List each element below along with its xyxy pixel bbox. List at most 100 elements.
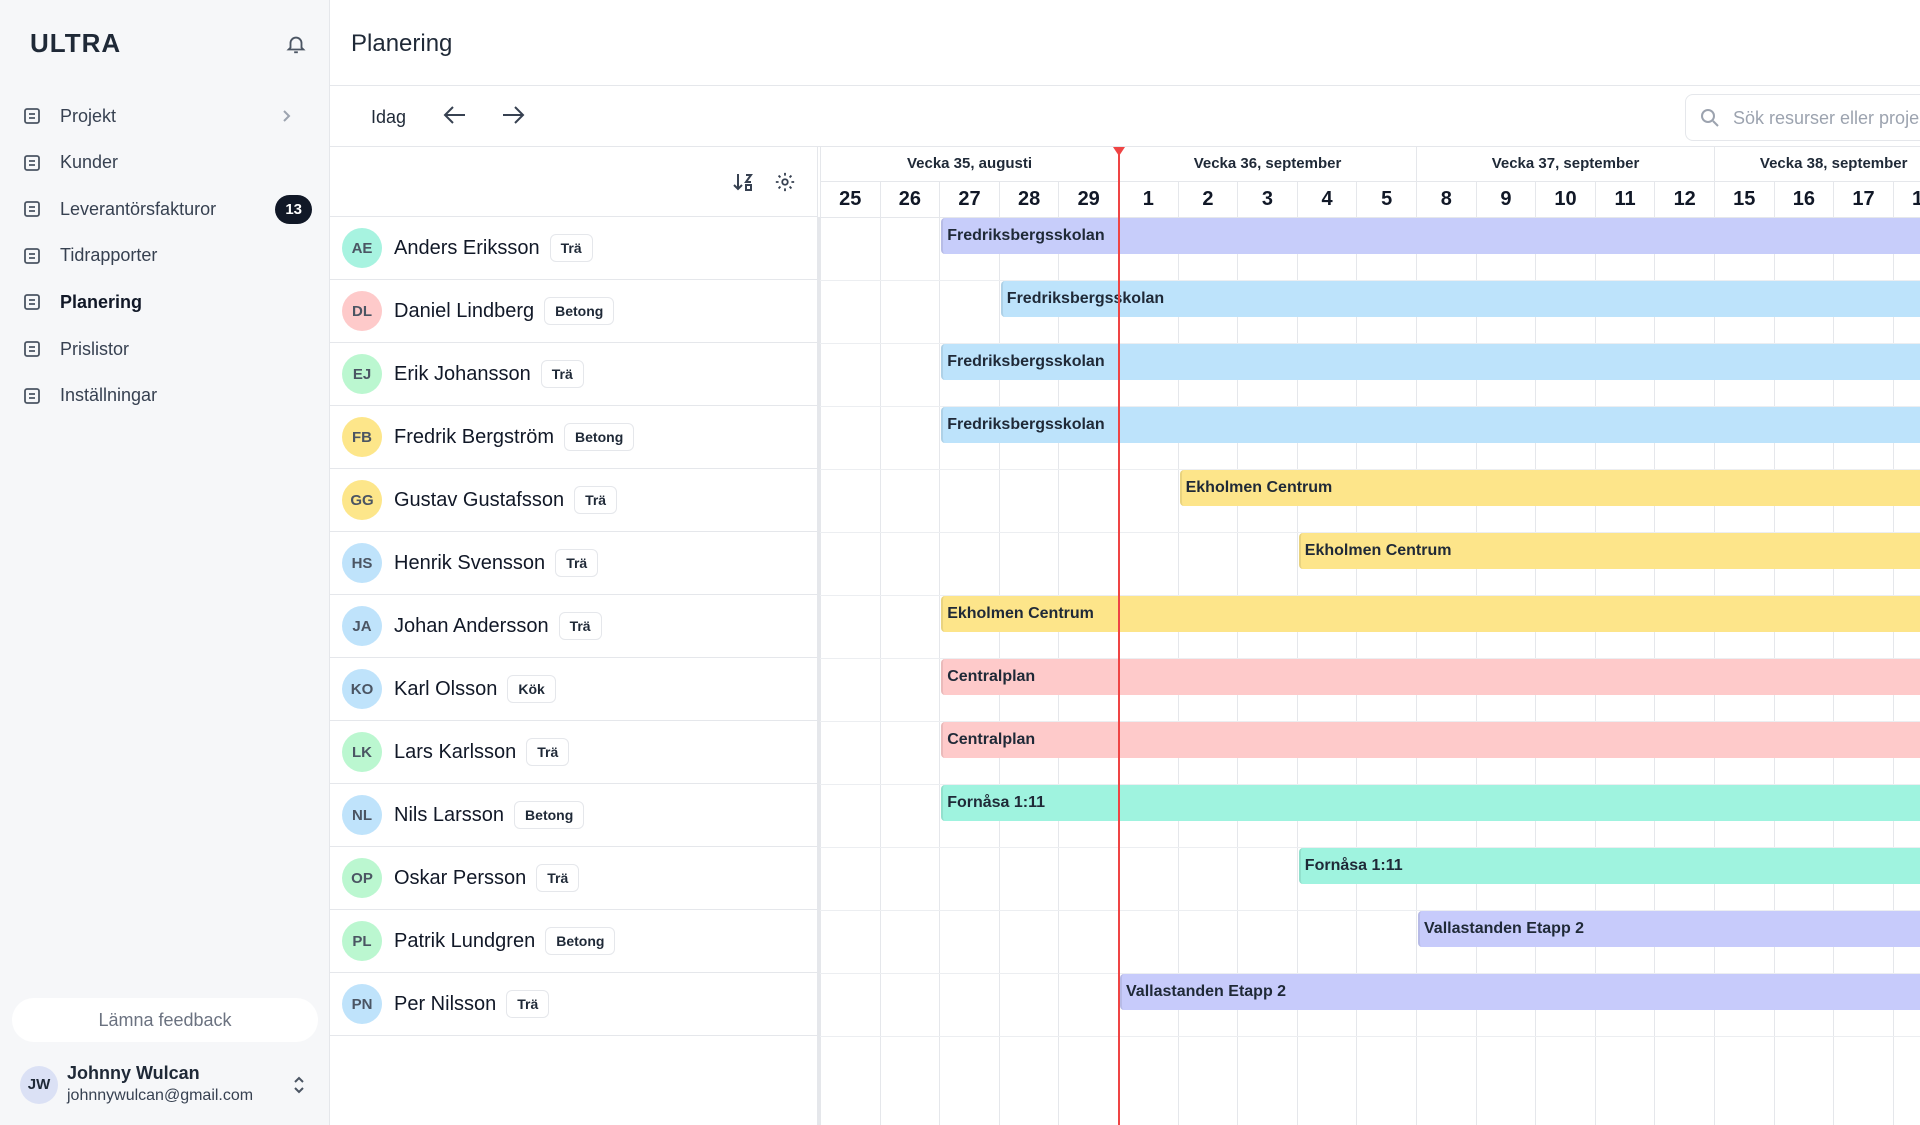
booking-bar[interactable]: Fornåsa 1:11 <box>1298 848 1920 884</box>
divider <box>817 217 820 1125</box>
day-label: 11 <box>1594 181 1655 217</box>
resource-row[interactable]: PL Patrik Lundgren Betong <box>330 910 818 973</box>
resource-row[interactable]: OP Oskar Persson Trä <box>330 847 818 910</box>
bell-icon[interactable] <box>285 33 307 55</box>
booking-bar[interactable]: Fornåsa 1:11 <box>941 785 1920 821</box>
nav-label: Tidrapporter <box>60 245 158 266</box>
row-line <box>820 910 1920 911</box>
row-line <box>820 343 1920 344</box>
avatar: EJ <box>342 354 382 394</box>
user-avatar: JW <box>20 1066 58 1104</box>
today-line <box>1118 147 1120 1125</box>
week-label: Vecka 35, augusti <box>820 147 1118 181</box>
resource-tag: Trä <box>506 990 550 1018</box>
avatar: KO <box>342 669 382 709</box>
resource-row[interactable]: HS Henrik Svensson Trä <box>330 532 818 595</box>
row-line <box>820 406 1920 407</box>
nav-item[interactable]: Leverantörsfakturor 13 <box>20 188 312 230</box>
nav-icon <box>24 154 40 171</box>
resource-row[interactable]: NL Nils Larsson Betong <box>330 784 818 847</box>
sidebar: ULTRA Lämna feedback JW Johnny Wulcan jo… <box>0 0 330 1125</box>
resource-name: Patrik Lundgren <box>394 929 536 952</box>
booking-bar[interactable]: Vallastanden Etapp 2 <box>1120 974 1920 1010</box>
nav-icon <box>24 201 40 218</box>
day-label: 28 <box>998 181 1059 217</box>
nav-icon <box>24 247 40 264</box>
resource-tag: Betong <box>514 801 585 829</box>
day-label: 16 <box>1773 181 1834 217</box>
nav-item[interactable]: Tidrapporter <box>20 235 312 277</box>
sort-button[interactable] <box>732 171 754 193</box>
booking-bar[interactable]: Fredriksbergsskolan <box>941 407 1920 443</box>
resource-name: Nils Larsson <box>394 803 505 826</box>
avatar: FB <box>342 417 382 457</box>
row-line <box>820 721 1920 722</box>
logo: ULTRA <box>30 28 122 58</box>
day-label: 9 <box>1475 181 1536 217</box>
booking-bar[interactable]: Centralplan <box>941 659 1920 695</box>
day-label: 26 <box>879 181 940 217</box>
nav-item[interactable]: Prislistor <box>20 328 312 370</box>
today-marker <box>1113 147 1125 156</box>
search-placeholder: Sök resurser eller projekt <box>1733 108 1920 128</box>
resource-row[interactable]: AE Anders Eriksson Trä <box>330 217 818 280</box>
resource-row[interactable]: LK Lars Karlsson Trä <box>330 721 818 784</box>
day-label: 27 <box>939 181 999 217</box>
resource-header <box>330 147 818 217</box>
avatar: GG <box>342 480 382 520</box>
row-line <box>820 280 1920 281</box>
next-button[interactable] <box>500 104 526 126</box>
avatar: OP <box>342 858 382 898</box>
resource-row[interactable]: DL Daniel Lindberg Betong <box>330 280 818 343</box>
booking-bar[interactable]: Ekholmen Centrum <box>941 596 1920 632</box>
toolbar: Idag Sök resurser eller projekt <box>330 86 1920 147</box>
booking-bar[interactable]: Fredriksbergsskolan <box>1000 281 1920 317</box>
resource-name: Erik Johansson <box>394 362 531 385</box>
nav-icon <box>24 108 40 124</box>
chevron <box>283 110 291 122</box>
resource-row[interactable]: GG Gustav Gustafsson Trä <box>330 469 818 532</box>
row-line <box>820 847 1920 848</box>
resource-row[interactable]: KO Karl Olsson Kök <box>330 658 818 721</box>
resource-row[interactable]: FB Fredrik Bergström Betong <box>330 406 818 469</box>
row-line <box>820 784 1920 785</box>
nav-item[interactable]: Projekt <box>20 95 312 137</box>
day-label: 5 <box>1356 181 1416 217</box>
booking-bar[interactable]: Ekholmen Centrum <box>1298 533 1920 569</box>
feedback-button[interactable]: Lämna feedback <box>12 998 318 1042</box>
nav-item[interactable]: Kunder <box>20 142 312 184</box>
resource-tag: Trä <box>549 234 593 262</box>
resource-row[interactable]: JA Johan Andersson Trä <box>330 595 818 658</box>
nav-label: Inställningar <box>60 385 158 406</box>
booking-bar[interactable]: Vallastanden Etapp 2 <box>1418 911 1920 947</box>
nav-icon <box>24 294 40 311</box>
nav-item[interactable]: Inställningar <box>20 375 312 417</box>
booking-bar[interactable]: Centralplan <box>941 722 1920 758</box>
row-line <box>820 469 1920 470</box>
settings-button[interactable] <box>774 171 796 193</box>
nav-item[interactable]: Planering <box>20 281 312 323</box>
resource-name: Gustav Gustafsson <box>394 488 565 511</box>
resource-tag: Trä <box>574 486 618 514</box>
user-name: Johnny Wulcan <box>67 1063 200 1083</box>
today-button[interactable]: Idag <box>371 107 407 127</box>
avatar: HS <box>342 543 382 583</box>
booking-bar[interactable]: Fredriksbergsskolan <box>941 344 1920 380</box>
booking-bar[interactable]: Fredriksbergsskolan <box>941 218 1920 254</box>
booking-bar[interactable]: Ekholmen Centrum <box>1179 470 1920 506</box>
avatar: PL <box>342 921 382 961</box>
resource-row[interactable]: EJ Erik Johansson Trä <box>330 343 818 406</box>
resource-tag: Trä <box>540 360 584 388</box>
day-label: 8 <box>1416 181 1476 217</box>
timeline: Vecka 35, augusti 25 26 27 28 29 Vecka 36, sep… <box>820 147 1920 1125</box>
nav-icon <box>24 341 40 357</box>
resource-tag: Trä <box>558 612 602 640</box>
avatar: DL <box>342 291 382 331</box>
user-menu-toggle[interactable] <box>290 1075 308 1095</box>
day-label: 15 <box>1714 181 1774 217</box>
search-box[interactable]: Sök resurser eller projekt <box>1685 94 1920 141</box>
resource-tag: Trä <box>536 864 580 892</box>
day-label: 4 <box>1296 181 1357 217</box>
prev-button[interactable] <box>442 104 468 126</box>
resource-row[interactable]: PN Per Nilsson Trä <box>330 973 818 1036</box>
